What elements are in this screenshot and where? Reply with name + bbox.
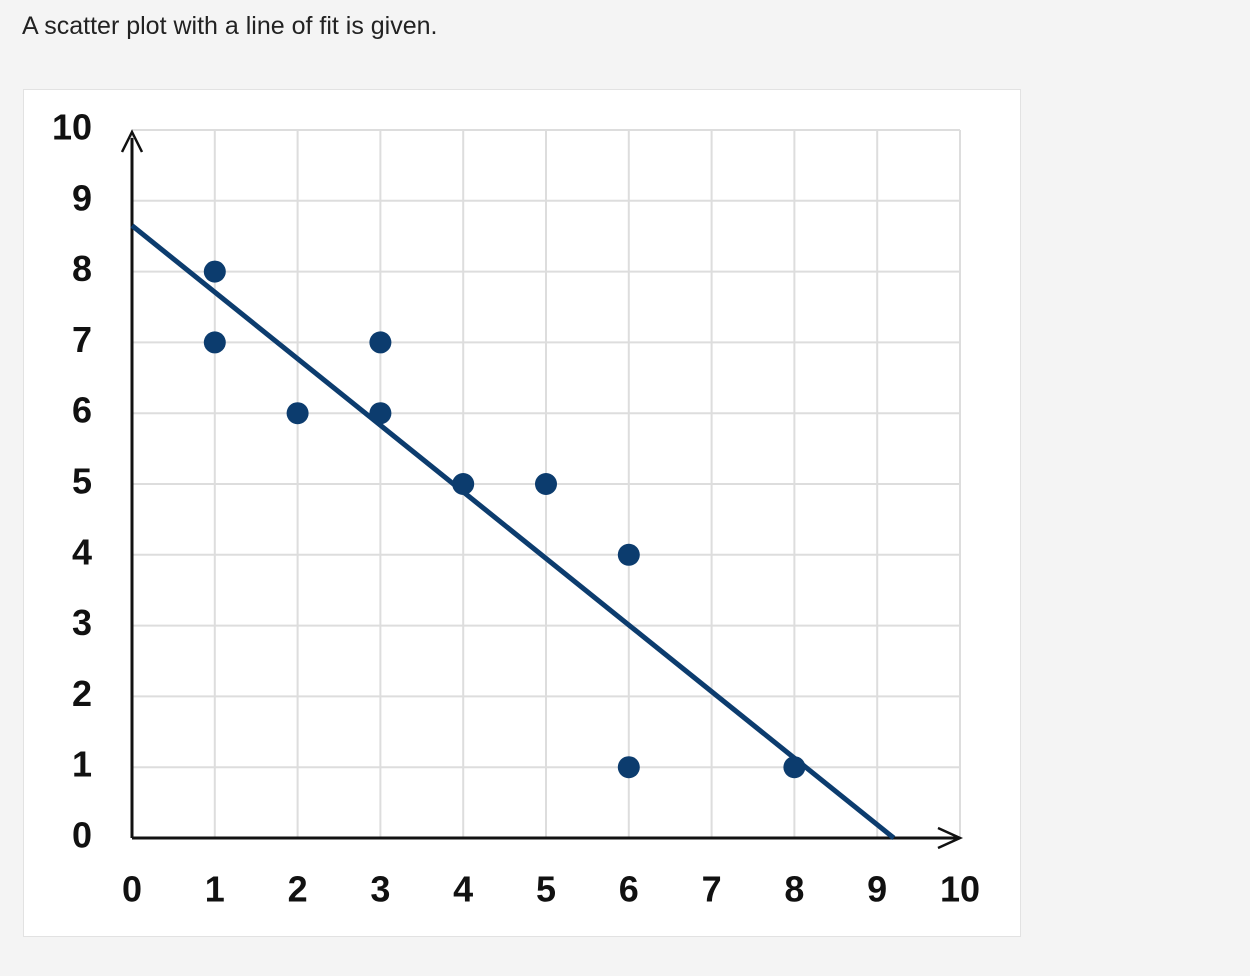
y-tick-label: 1	[72, 744, 92, 785]
y-tick-label: 10	[52, 107, 92, 148]
point	[535, 473, 557, 495]
fit-line	[130, 223, 896, 840]
y-tick-label: 8	[72, 248, 92, 289]
point	[783, 756, 806, 779]
x-axis-arrow	[937, 826, 964, 850]
x-tick-label: 1	[205, 869, 225, 910]
x-tick-label: 7	[702, 869, 722, 910]
x-tick-label: 0	[122, 869, 142, 910]
prompt: A scatter plot with a line of fit is giv…	[22, 12, 438, 40]
x-tick-label: 8	[784, 869, 804, 910]
y-tick-label: 4	[72, 531, 92, 572]
point	[203, 260, 226, 283]
y-tick-label: 3	[72, 602, 92, 643]
point	[203, 331, 226, 354]
x-tick-label: 2	[288, 869, 308, 910]
point	[369, 331, 392, 354]
x-tick-label: 3	[370, 869, 390, 910]
y-tick-label: 0	[72, 815, 92, 856]
point	[617, 756, 640, 779]
x-tick-label: 6	[619, 869, 639, 910]
x-tick-label: 4	[453, 869, 473, 910]
point	[452, 473, 475, 495]
y-tick-label: 2	[72, 673, 92, 714]
y-tick-label: 5	[72, 461, 92, 502]
y-tick-label: 9	[72, 177, 92, 218]
y-tick-label: 7	[72, 319, 92, 360]
chart-panel	[23, 89, 1021, 937]
y-tick-label: 6	[72, 390, 92, 431]
x-tick-label: 9	[867, 869, 887, 910]
y-axis-arrow	[120, 129, 144, 153]
point	[369, 402, 392, 425]
x-tick-label: 5	[536, 869, 556, 910]
point	[286, 402, 309, 425]
x-tick-label: 10	[940, 869, 980, 910]
point	[617, 543, 640, 566]
